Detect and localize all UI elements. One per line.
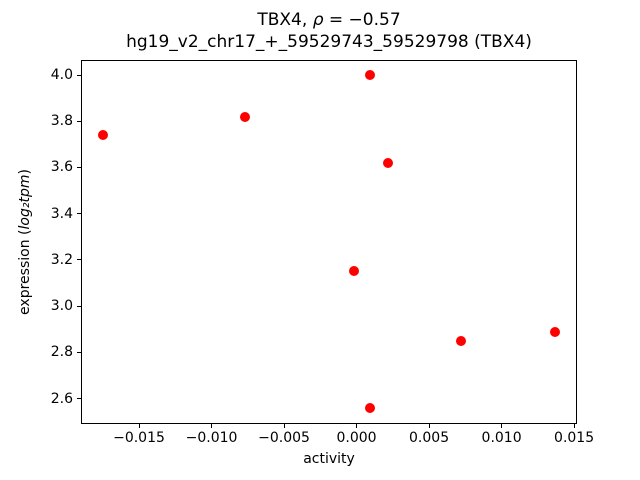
x-axis-label: activity xyxy=(303,451,355,467)
x-tick-label: 0.005 xyxy=(409,430,450,446)
x-tick xyxy=(211,424,213,428)
data-point xyxy=(364,402,375,413)
x-tick xyxy=(283,424,285,428)
data-point xyxy=(97,130,108,141)
x-tick xyxy=(138,424,140,428)
y-tick xyxy=(77,259,81,261)
x-tick-label: 0.000 xyxy=(336,430,377,446)
x-tick-label: 0.015 xyxy=(554,430,595,446)
y-tick xyxy=(77,398,81,400)
chart-title-line1: TBX4, ρ = −0.57 xyxy=(81,9,577,31)
y-axis-label: expression (log₂tpm) xyxy=(17,169,33,315)
y-tick xyxy=(77,74,81,76)
y-tick-label: 4.0 xyxy=(50,67,73,84)
y-tick-label: 3.6 xyxy=(50,159,73,176)
x-tick-label: −0.005 xyxy=(258,430,310,446)
title-gene-label: TBX4, xyxy=(257,10,313,30)
data-point xyxy=(239,111,250,122)
x-tick xyxy=(501,424,503,428)
y-tick xyxy=(77,351,81,353)
x-tick-label: 0.010 xyxy=(481,430,522,446)
y-tick xyxy=(77,166,81,168)
x-tick-label: −0.010 xyxy=(185,430,238,446)
data-point xyxy=(383,157,394,168)
y-tick xyxy=(77,305,81,307)
title-rho-symbol: ρ xyxy=(312,10,324,30)
y-tick xyxy=(77,213,81,215)
plot-area xyxy=(81,60,577,424)
y-tick-label: 3.2 xyxy=(50,251,73,268)
chart-title: TBX4, ρ = −0.57 hg19_v2_chr17_+_59529743… xyxy=(81,9,577,53)
x-tick-label: −0.015 xyxy=(113,430,165,446)
y-tick-label: 2.6 xyxy=(50,390,73,407)
x-tick xyxy=(573,424,575,428)
chart-subtitle: hg19_v2_chr17_+_59529743_59529798 (TBX4) xyxy=(126,32,532,52)
y-tick-label: 3.4 xyxy=(50,205,73,222)
data-point xyxy=(348,266,359,277)
data-point xyxy=(455,335,466,346)
data-point xyxy=(550,326,561,337)
y-tick-label: 2.8 xyxy=(50,344,73,361)
title-rho-value: = −0.57 xyxy=(323,10,401,30)
y-tick xyxy=(77,120,81,122)
y-tick-label: 3.0 xyxy=(50,298,73,315)
y-tick-label: 3.8 xyxy=(50,113,73,130)
data-point xyxy=(364,70,375,81)
x-tick xyxy=(356,424,358,428)
x-tick xyxy=(428,424,430,428)
